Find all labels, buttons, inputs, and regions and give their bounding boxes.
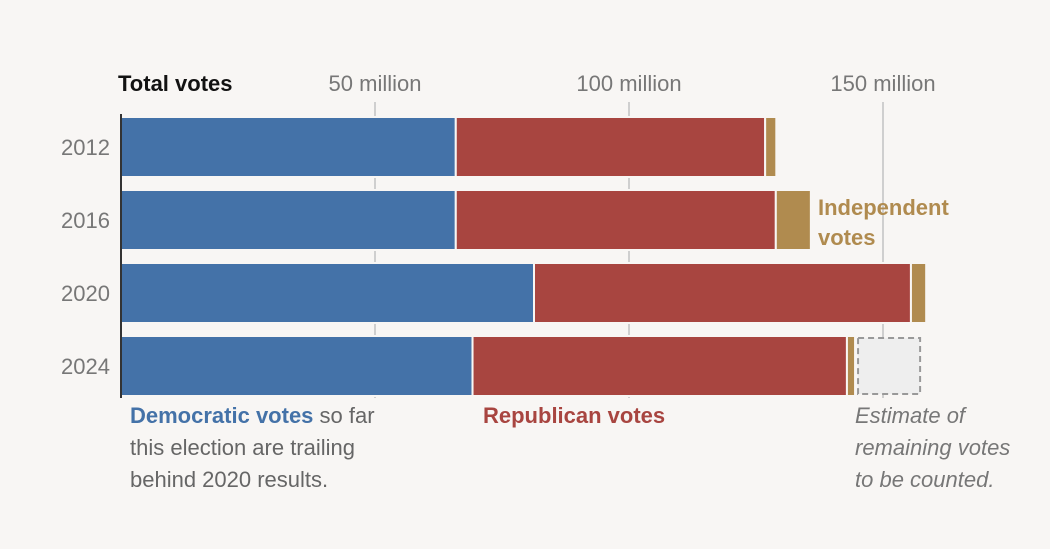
year-label: 2012 [61, 135, 110, 160]
x-tick-label: 50 million [329, 71, 422, 96]
democratic-note-line-3: behind 2020 results. [130, 467, 328, 492]
bar-independent-votes-2024 [845, 335, 857, 397]
year-labels: 2012 2016 2020 2024 [61, 135, 110, 379]
bar-estimate-of-remaining-votes-2024 [857, 337, 922, 395]
bar-democratic-votes-2020 [120, 262, 536, 324]
estimate-note-line-3: to be counted. [855, 467, 994, 492]
bar-republican-votes-2012 [454, 116, 767, 178]
bar-independent-votes-2016 [774, 189, 812, 251]
bar-democratic-votes-2024 [120, 335, 474, 397]
bar-republican-votes-2016 [454, 189, 777, 251]
democratic-note-line-2: this election are trailing [130, 435, 355, 460]
x-tick-label: 100 million [576, 71, 681, 96]
democratic-label: Democratic votes [130, 403, 313, 428]
bar-independent-votes-2012 [764, 116, 778, 178]
republican-label: Republican votes [483, 403, 665, 428]
estimate-note-line-1: Estimate of [855, 403, 968, 428]
bar-republican-votes-2020 [533, 262, 912, 324]
year-label: 2016 [61, 208, 110, 233]
year-label: 2020 [61, 281, 110, 306]
bar-independent-votes-2020 [909, 262, 928, 324]
independent-label-line-1: Independent [818, 195, 949, 220]
bars [120, 116, 928, 397]
bar-democratic-votes-2012 [120, 116, 457, 178]
year-label: 2024 [61, 354, 110, 379]
bar-democratic-votes-2016 [120, 189, 457, 251]
estimate-note-line-2: remaining votes [855, 435, 1010, 460]
democratic-note-line-1: Democratic votes so far [130, 403, 375, 428]
x-tick-label: 150 million [830, 71, 935, 96]
democratic-note-suffix: so far [313, 403, 374, 428]
independent-label-line-2: votes [818, 225, 875, 250]
bar-republican-votes-2024 [471, 335, 848, 397]
chart-title: Total votes [118, 71, 233, 96]
x-tick-labels: 50 million 100 million 150 million [329, 71, 936, 96]
